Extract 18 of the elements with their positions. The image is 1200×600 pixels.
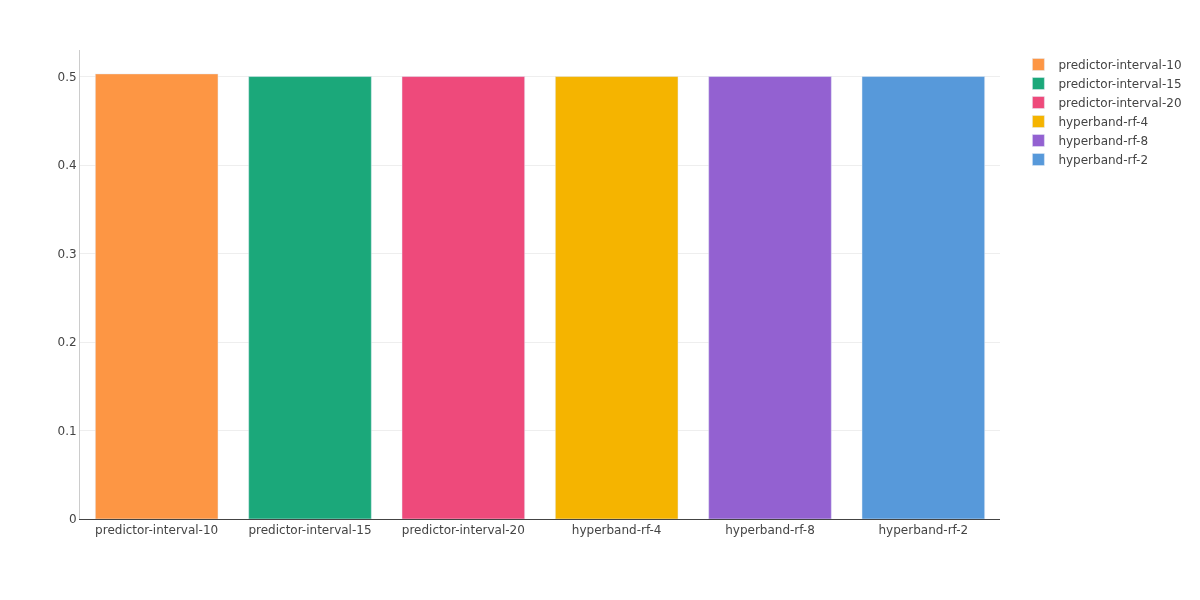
y-tick-label: 0.2 bbox=[57, 335, 77, 350]
legend-label: predictor-interval-10 bbox=[1058, 58, 1182, 73]
x-tick-label: predictor-interval-20 bbox=[401, 523, 525, 538]
x-tick-label: hyperband-rf-2 bbox=[878, 523, 969, 538]
y-tick-label: 0.5 bbox=[57, 69, 77, 84]
y-tick-label: 0 bbox=[68, 512, 77, 527]
legend-label: hyperband-rf-2 bbox=[1058, 153, 1149, 168]
x-tick-label: hyperband-rf-8 bbox=[725, 523, 815, 538]
legend-label: hyperband-rf-8 bbox=[1058, 134, 1149, 149]
legend-label: predictor-interval-15 bbox=[1058, 77, 1182, 92]
y-tick-label: 0.1 bbox=[57, 423, 77, 438]
legend-label: predictor-interval-20 bbox=[1058, 96, 1182, 111]
legend-label: hyperband-rf-4 bbox=[1058, 115, 1149, 130]
y-tick-label: 0.4 bbox=[57, 158, 77, 173]
x-tick-label: predictor-interval-10 bbox=[95, 523, 219, 538]
x-tick-label: hyperband-rf-4 bbox=[571, 523, 662, 538]
y-tick-label: 0.3 bbox=[57, 246, 77, 261]
x-tick-label: predictor-interval-15 bbox=[248, 523, 372, 538]
